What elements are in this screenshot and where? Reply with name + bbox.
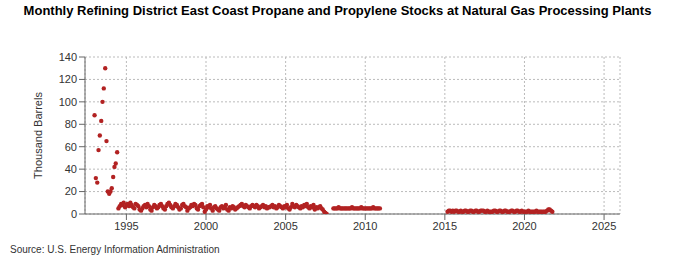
svg-text:60: 60 bbox=[65, 141, 77, 153]
svg-text:140: 140 bbox=[59, 51, 77, 63]
svg-text:0: 0 bbox=[71, 208, 77, 220]
svg-text:2025: 2025 bbox=[592, 220, 616, 232]
svg-text:40: 40 bbox=[65, 163, 77, 175]
html-text:Source: U.S. Energy Informatio: Source: U.S. Energy Information Administ… bbox=[10, 244, 220, 255]
svg-text:100: 100 bbox=[59, 96, 77, 108]
svg-text:2000: 2000 bbox=[194, 220, 218, 232]
html-text:Monthly Refining District East: Monthly Refining District East Coast Pro… bbox=[23, 3, 652, 18]
svg-text:2015: 2015 bbox=[433, 220, 457, 232]
svg-text:Thousand Barrels: Thousand Barrels bbox=[32, 92, 44, 179]
svg-text:80: 80 bbox=[65, 118, 77, 130]
svg-text:2005: 2005 bbox=[273, 220, 297, 232]
svg-text:2010: 2010 bbox=[353, 220, 377, 232]
svg-text:120: 120 bbox=[59, 73, 77, 85]
svg-text:2020: 2020 bbox=[512, 220, 536, 232]
svg-text:1995: 1995 bbox=[114, 220, 138, 232]
svg-text:20: 20 bbox=[65, 185, 77, 197]
